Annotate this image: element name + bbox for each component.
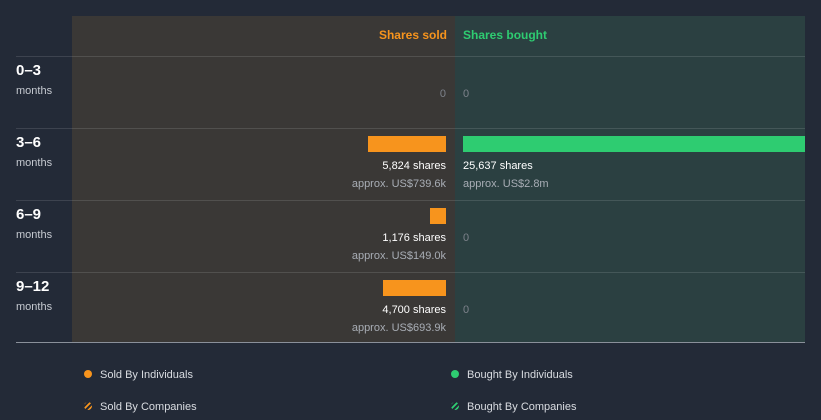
- bought-companies-swatch-icon: [451, 402, 459, 411]
- sold-usd-value: approx. US$693.9k: [351, 322, 446, 334]
- bought-zero-value: 0: [463, 88, 470, 100]
- sold-zero-value: 0: [439, 88, 446, 100]
- period-unit: months: [16, 301, 53, 313]
- period-range: 3–6: [16, 134, 42, 151]
- bought-bar: [463, 136, 805, 152]
- sold-shares-value: 5,824 shares: [382, 160, 446, 172]
- sold-individuals-swatch-icon: [84, 370, 92, 379]
- shares-bought-panel: [455, 16, 805, 343]
- period-range: 0–3: [16, 62, 42, 79]
- sold-bar: [368, 136, 446, 152]
- row-divider: [16, 200, 805, 201]
- bought-individuals-swatch-icon: [451, 370, 459, 379]
- bought-zero-value: 0: [463, 304, 470, 316]
- sold-bar: [430, 208, 446, 224]
- period-label-group: 9–12 months: [16, 278, 52, 314]
- row-divider: [16, 56, 805, 57]
- legend-label: Sold By Companies: [100, 401, 197, 413]
- period-unit: months: [16, 229, 53, 241]
- legend-sold-individuals: Sold By Individuals: [84, 369, 193, 381]
- row-divider: [16, 128, 805, 129]
- period-label-group: 3–6 months: [16, 134, 52, 170]
- legend-label: Bought By Companies: [467, 401, 577, 413]
- bought-shares-value: 25,637 shares: [463, 160, 533, 172]
- legend-label: Bought By Individuals: [467, 369, 573, 381]
- legend-bought-companies: Bought By Companies: [451, 401, 576, 413]
- sold-shares-value: 4,700 shares: [382, 304, 446, 316]
- period-unit: months: [16, 85, 53, 97]
- sold-shares-value: 1,176 shares: [382, 232, 446, 244]
- bought-usd-value: approx. US$2.8m: [463, 178, 549, 190]
- period-unit: months: [16, 157, 53, 169]
- chart-baseline: [16, 342, 805, 343]
- bought-zero-value: 0: [463, 232, 470, 244]
- period-label-group: 0–3 months: [16, 62, 52, 98]
- legend-bought-individuals: Bought By Individuals: [451, 369, 573, 381]
- sold-bar: [383, 280, 446, 296]
- legend-sold-companies: Sold By Companies: [84, 401, 197, 413]
- legend-label: Sold By Individuals: [100, 369, 193, 381]
- shares-sold-header: Shares sold: [378, 28, 447, 42]
- period-range: 6–9: [16, 206, 42, 223]
- period-range: 9–12: [16, 278, 50, 295]
- sold-usd-value: approx. US$149.0k: [351, 250, 446, 262]
- period-label-group: 6–9 months: [16, 206, 52, 242]
- sold-usd-value: approx. US$739.6k: [351, 178, 446, 190]
- shares-bought-header: Shares bought: [463, 28, 548, 42]
- sold-companies-swatch-icon: [84, 402, 92, 411]
- row-divider: [16, 272, 805, 273]
